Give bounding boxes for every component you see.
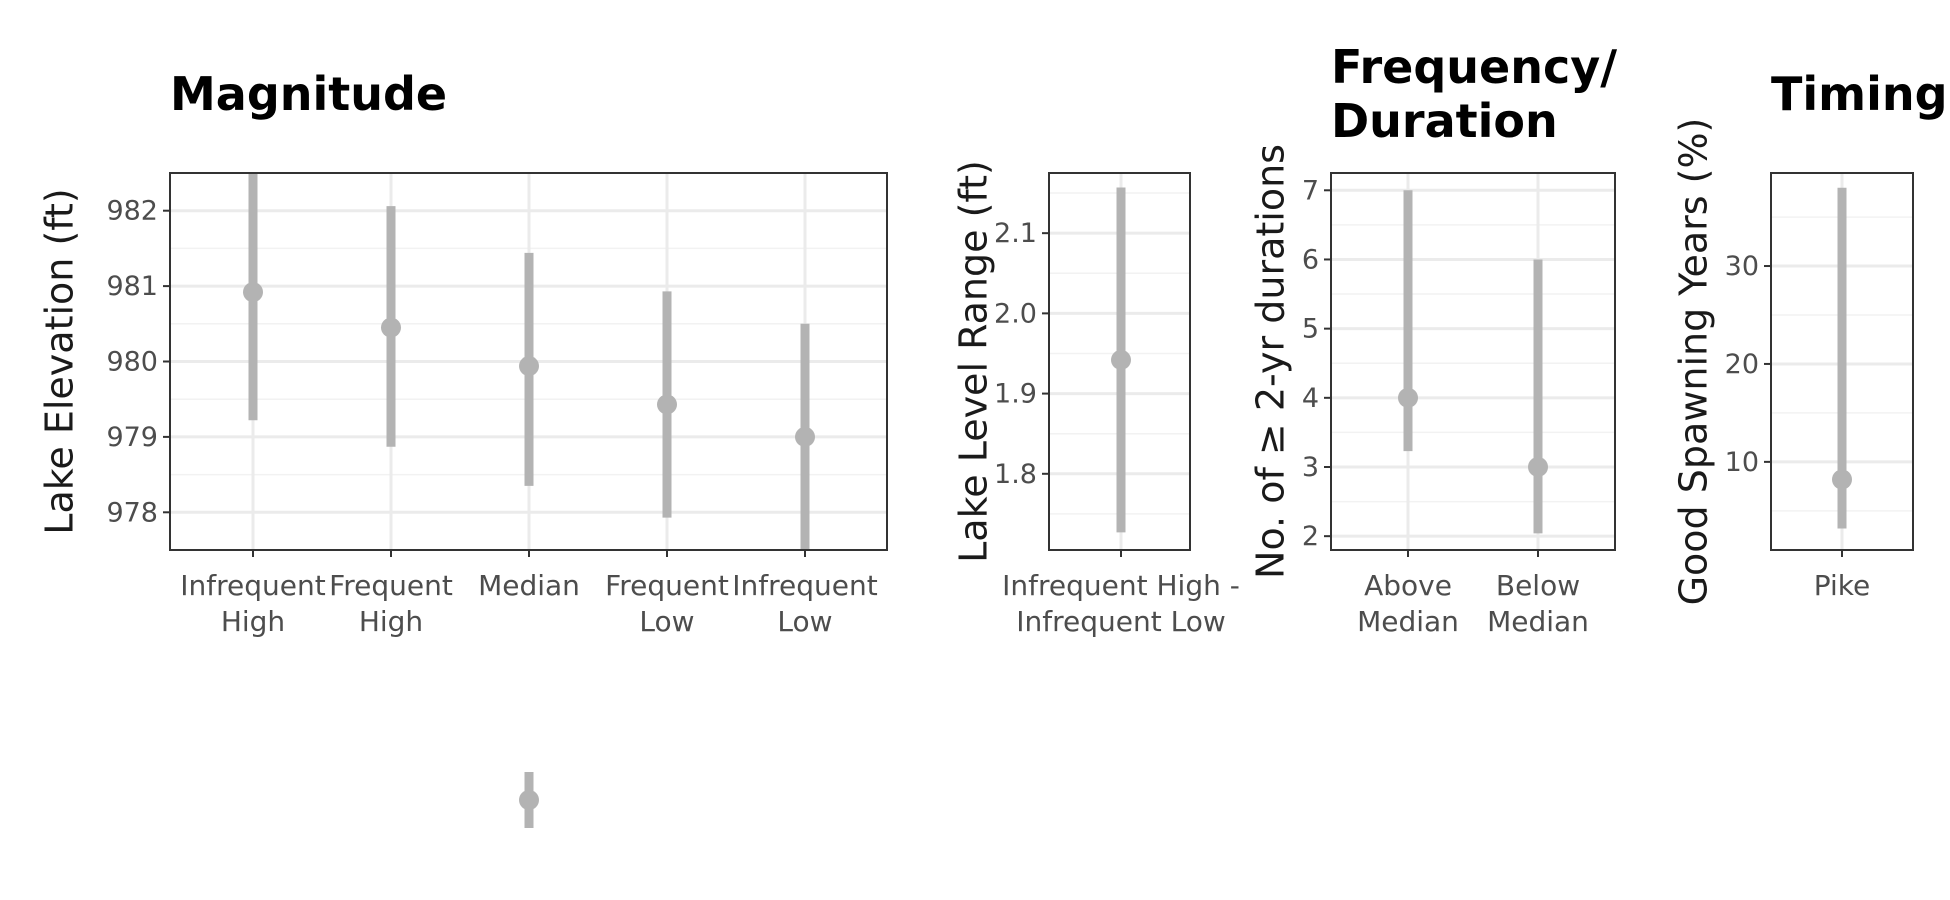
y-tick-label: 1.9 (994, 379, 1037, 410)
y-tick-label: 4 (1302, 383, 1319, 414)
y-tick-label: 2.1 (994, 218, 1037, 249)
y-axis-title: Good Spawning Years (%) (1672, 118, 1716, 606)
y-tick-label: 980 (106, 347, 158, 378)
panel-title: Frequency/Duration (1331, 40, 1617, 148)
panel-border (1330, 172, 1616, 551)
estimate-point (1398, 387, 1418, 408)
y-tick-label: 979 (106, 422, 158, 453)
y-axis-title: Lake Elevation (ft) (38, 188, 82, 534)
panel-4: 10 20 30 Pike Good Spawning Years (%) Timing (1672, 67, 1948, 605)
panel-title: Magnitude (170, 67, 447, 121)
y-axis-title: No. of ≥ 2-yr durations (1249, 144, 1293, 579)
y-tick-label: 2 (1302, 521, 1319, 552)
estimate-point (1111, 349, 1131, 370)
stray-estimate-point (519, 790, 539, 810)
y-tick-label: 7 (1302, 175, 1319, 206)
y-tick-label: 981 (106, 271, 158, 302)
estimate-point (1528, 456, 1548, 477)
x-tick-label: Median (478, 569, 580, 602)
y-tick-label: 3 (1302, 452, 1319, 483)
estimate-point (381, 317, 401, 338)
x-tick-label: Infrequent High (180, 569, 325, 638)
x-tick-label: Pike (1814, 569, 1871, 602)
x-tick-label: Infrequent Low (732, 569, 877, 638)
panel-background (1331, 173, 1615, 550)
panel-3: 2 3 4 5 6 7 Above Median Below Median No. of ≥ 2-y… (1249, 40, 1618, 638)
y-tick-label: 6 (1302, 244, 1319, 275)
y-tick-label: 1.8 (994, 459, 1037, 490)
y-axis-title: Lake Level Range (ft) (952, 160, 996, 563)
x-tick-label: Below Median (1487, 569, 1589, 638)
estimate-point (657, 394, 677, 415)
estimate-point (795, 426, 815, 447)
panel-title: Timing (1771, 67, 1948, 121)
x-tick-label: Above Median (1357, 569, 1459, 638)
estimate-point (1832, 469, 1852, 490)
y-tick-label: 5 (1302, 314, 1319, 345)
y-tick-label: 982 (106, 196, 158, 227)
y-tick-label: 978 (106, 497, 158, 528)
estimate-point (243, 282, 263, 303)
x-tick-label: Infrequent High -Infrequent Low (1002, 569, 1240, 638)
estimate-point (519, 356, 539, 377)
panel-2: 1.8 1.9 2.0 2.1 Infrequent High -Infrequent … (952, 160, 1240, 638)
x-tick-label: Frequent Low (605, 569, 729, 638)
y-tick-label: 10 (1725, 447, 1759, 478)
x-tick-label: Frequent High (329, 569, 453, 638)
y-tick-label: 20 (1725, 349, 1759, 380)
panel-border (1048, 172, 1191, 551)
y-tick-label: 30 (1725, 251, 1759, 282)
y-tick-label: 2.0 (994, 298, 1037, 329)
